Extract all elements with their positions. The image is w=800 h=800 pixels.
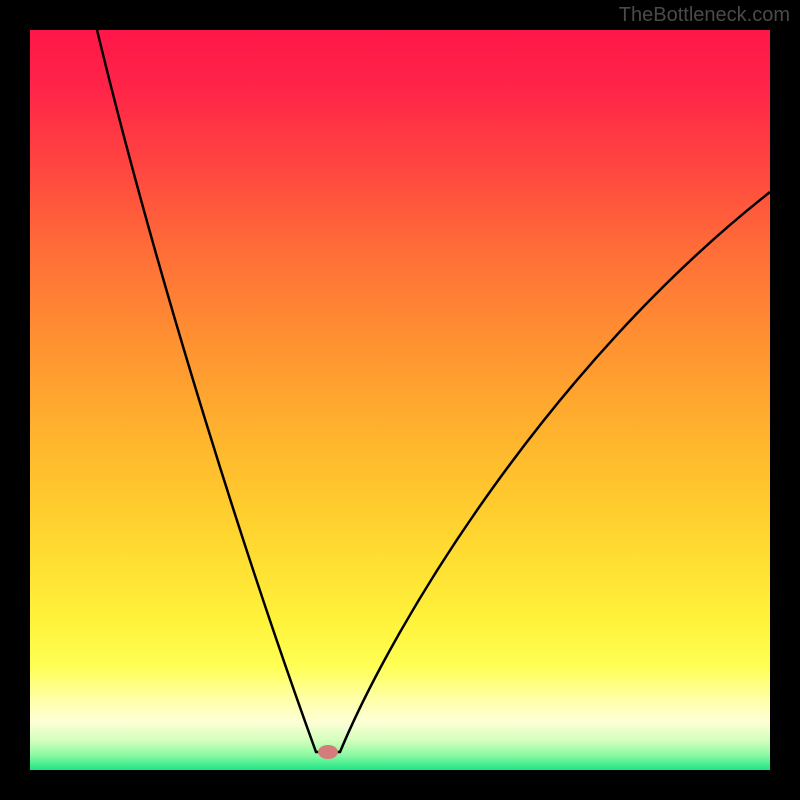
- curve-layer: [30, 30, 770, 770]
- minimum-marker: [318, 745, 338, 759]
- v-curve-path: [97, 30, 770, 752]
- watermark-text: TheBottleneck.com: [619, 4, 790, 27]
- plot-area: [30, 30, 770, 770]
